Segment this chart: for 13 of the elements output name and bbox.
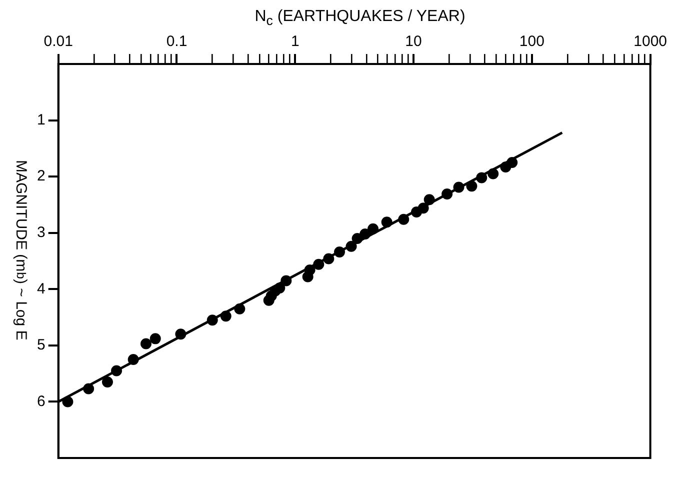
y-tick-label: 4 bbox=[37, 280, 46, 298]
x-tick-label: 1000 bbox=[634, 33, 668, 50]
x-tick-label: 10 bbox=[405, 33, 422, 50]
y-tick-label: 2 bbox=[37, 168, 46, 185]
x-axis-title: N$_{c}$ (EARTHQUAKES / YEAR) bbox=[254, 8, 466, 30]
y-tick-label: 5 bbox=[37, 336, 46, 354]
y-tick-label: 1 bbox=[37, 111, 46, 128]
y-tick-label: 6 bbox=[37, 392, 46, 410]
x-tick-label: 100 bbox=[519, 33, 544, 50]
x-tick-label: 1 bbox=[290, 33, 300, 50]
x-tick-label: 0.1 bbox=[166, 33, 188, 50]
y-tick-label: 3 bbox=[37, 224, 46, 241]
x-tick-label: 0.01 bbox=[44, 33, 73, 50]
